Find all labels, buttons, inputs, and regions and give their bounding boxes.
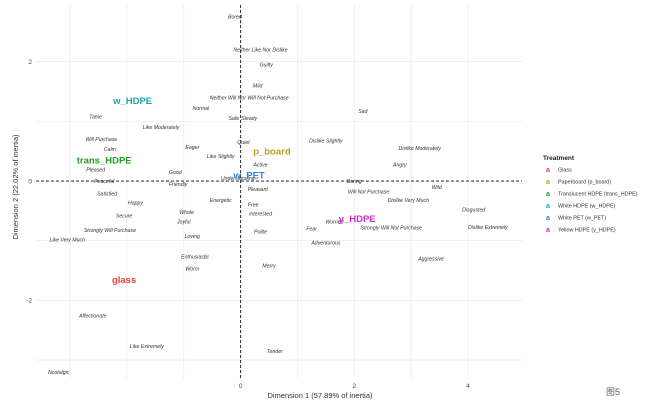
attribute-label: Guilty bbox=[260, 62, 274, 68]
axes: 0 2 4 -2 0 2 bbox=[26, 5, 522, 390]
x-tick-label: 4 bbox=[466, 383, 470, 390]
attribute-label: Peaceful bbox=[94, 179, 115, 185]
legend-key: a bbox=[546, 179, 550, 186]
attribute-label: Eager bbox=[185, 145, 199, 151]
x-tick-label: 0 bbox=[239, 383, 243, 390]
treatment-label: glass bbox=[112, 275, 136, 286]
attribute-label: Bored bbox=[228, 15, 243, 21]
attribute-label: Like Slightly bbox=[207, 154, 235, 160]
legend-key: a bbox=[546, 167, 550, 174]
treatment-points: glass p_board trans_HDPE w_HDPE w_PET y_HDPE bbox=[77, 96, 376, 286]
attribute-label: Nostalgic bbox=[48, 370, 70, 376]
legend-key: a bbox=[546, 191, 550, 198]
attribute-points: Bored Neither Like Nor Dislike Guilty Mild N… bbox=[48, 15, 508, 376]
attribute-label: Enthusiastic bbox=[181, 255, 209, 261]
attribute-label: Neither Will Nor Will Not Purchase bbox=[210, 95, 289, 101]
attribute-label: Good bbox=[169, 170, 183, 176]
attribute-label: Boring bbox=[347, 179, 362, 185]
treatment-label: w_HDPE bbox=[112, 96, 152, 107]
corner-mark: 图5 bbox=[606, 387, 620, 397]
attribute-label: Aggressive bbox=[417, 256, 444, 262]
legend-entry-label: Translucent HDPE (trans_HDPE) bbox=[558, 192, 638, 198]
y-tick-label: -2 bbox=[26, 298, 32, 305]
attribute-label: Like Moderately bbox=[143, 125, 180, 131]
attribute-label: Affectionate bbox=[78, 314, 107, 320]
attribute-label: Happy bbox=[128, 200, 143, 206]
attribute-label: Worm bbox=[185, 267, 200, 273]
legend-entry-label: White PET (w_PET) bbox=[558, 216, 606, 222]
attribute-label: Free bbox=[248, 203, 259, 209]
legend-title: Treatment bbox=[543, 155, 575, 162]
attribute-label: Calm bbox=[104, 147, 117, 153]
attribute-label: Satisfied bbox=[97, 191, 118, 197]
attribute-label: Dislike Extremely bbox=[468, 225, 508, 231]
attribute-label: Active bbox=[252, 163, 267, 169]
legend-entry-label: Glass bbox=[558, 168, 572, 174]
attribute-label: Merry bbox=[262, 264, 276, 270]
treatment-label: y_HDPE bbox=[339, 214, 376, 225]
attribute-label: Loving bbox=[185, 234, 200, 240]
attribute-label: Worried bbox=[325, 219, 344, 225]
y-axis-label: Dimension 2 (22.02% of inertia) bbox=[11, 134, 20, 240]
attribute-label: Tame bbox=[89, 114, 102, 120]
attribute-label: Mild bbox=[253, 83, 264, 89]
attribute-label: Dislike Very Much bbox=[388, 198, 429, 204]
attribute-label: Dislike Slightly bbox=[309, 138, 343, 144]
attribute-label: Adventurous bbox=[310, 240, 341, 246]
legend-entry-label: Paperboard (p_board) bbox=[558, 180, 611, 186]
legend-key: a bbox=[546, 227, 550, 234]
attribute-label: Quiet bbox=[237, 140, 250, 146]
legend-key: a bbox=[546, 215, 550, 222]
attribute-label: Will Purchase bbox=[86, 137, 118, 143]
attribute-label: Energetic bbox=[210, 198, 232, 204]
y-tick-label: 0 bbox=[28, 178, 32, 185]
attribute-label: Will Not Purchase bbox=[348, 190, 389, 196]
attribute-label: Dislike Moderately bbox=[398, 146, 441, 152]
attribute-label: Polite bbox=[254, 230, 267, 236]
attribute-label: Friendly bbox=[169, 182, 188, 188]
attribute-label: Normal bbox=[192, 106, 210, 112]
attribute-label: Wild bbox=[432, 185, 443, 191]
attribute-label: Whole bbox=[179, 210, 194, 216]
legend-entry-label: White HDPE (w_HDPE) bbox=[558, 204, 615, 210]
attribute-label: Steady bbox=[241, 116, 258, 122]
attribute-label: Like Extremely bbox=[130, 344, 164, 350]
attribute-label: Angry bbox=[392, 163, 407, 169]
treatment-label: trans_HDPE bbox=[77, 155, 132, 166]
attribute-label: Interested bbox=[249, 212, 273, 218]
legend-entry-label: Yellow HDPE (y_HDPE) bbox=[558, 228, 616, 234]
x-tick-label: 2 bbox=[353, 383, 357, 390]
attribute-label: Joyful bbox=[176, 219, 191, 225]
attribute-label: Understanding bbox=[221, 176, 255, 182]
attribute-label: Secure bbox=[116, 213, 133, 219]
attribute-label: Safe bbox=[228, 116, 239, 122]
attribute-label: Pleased bbox=[86, 168, 106, 174]
legend-key: a bbox=[546, 203, 550, 210]
attribute-label: Neither Like Nor Dislike bbox=[233, 48, 287, 54]
attribute-label: Tender bbox=[267, 349, 283, 355]
attribute-label: Fear bbox=[306, 227, 317, 233]
attribute-label: Like Very Much bbox=[49, 237, 85, 243]
attribute-label: Disgusted bbox=[462, 208, 486, 214]
y-tick-label: 2 bbox=[28, 59, 32, 66]
treatment-label: w_PET bbox=[233, 170, 265, 181]
attribute-label: Pleasant bbox=[248, 187, 269, 193]
treatment-label: p_board bbox=[253, 147, 291, 158]
attribute-label: Sad bbox=[358, 109, 368, 115]
attribute-label: Strongly Will Not Purchase bbox=[360, 225, 422, 231]
attribute-label: Strongly Will Purchase bbox=[84, 228, 136, 234]
x-axis-label: Dimension 1 (57.89% of inertia) bbox=[267, 391, 373, 400]
